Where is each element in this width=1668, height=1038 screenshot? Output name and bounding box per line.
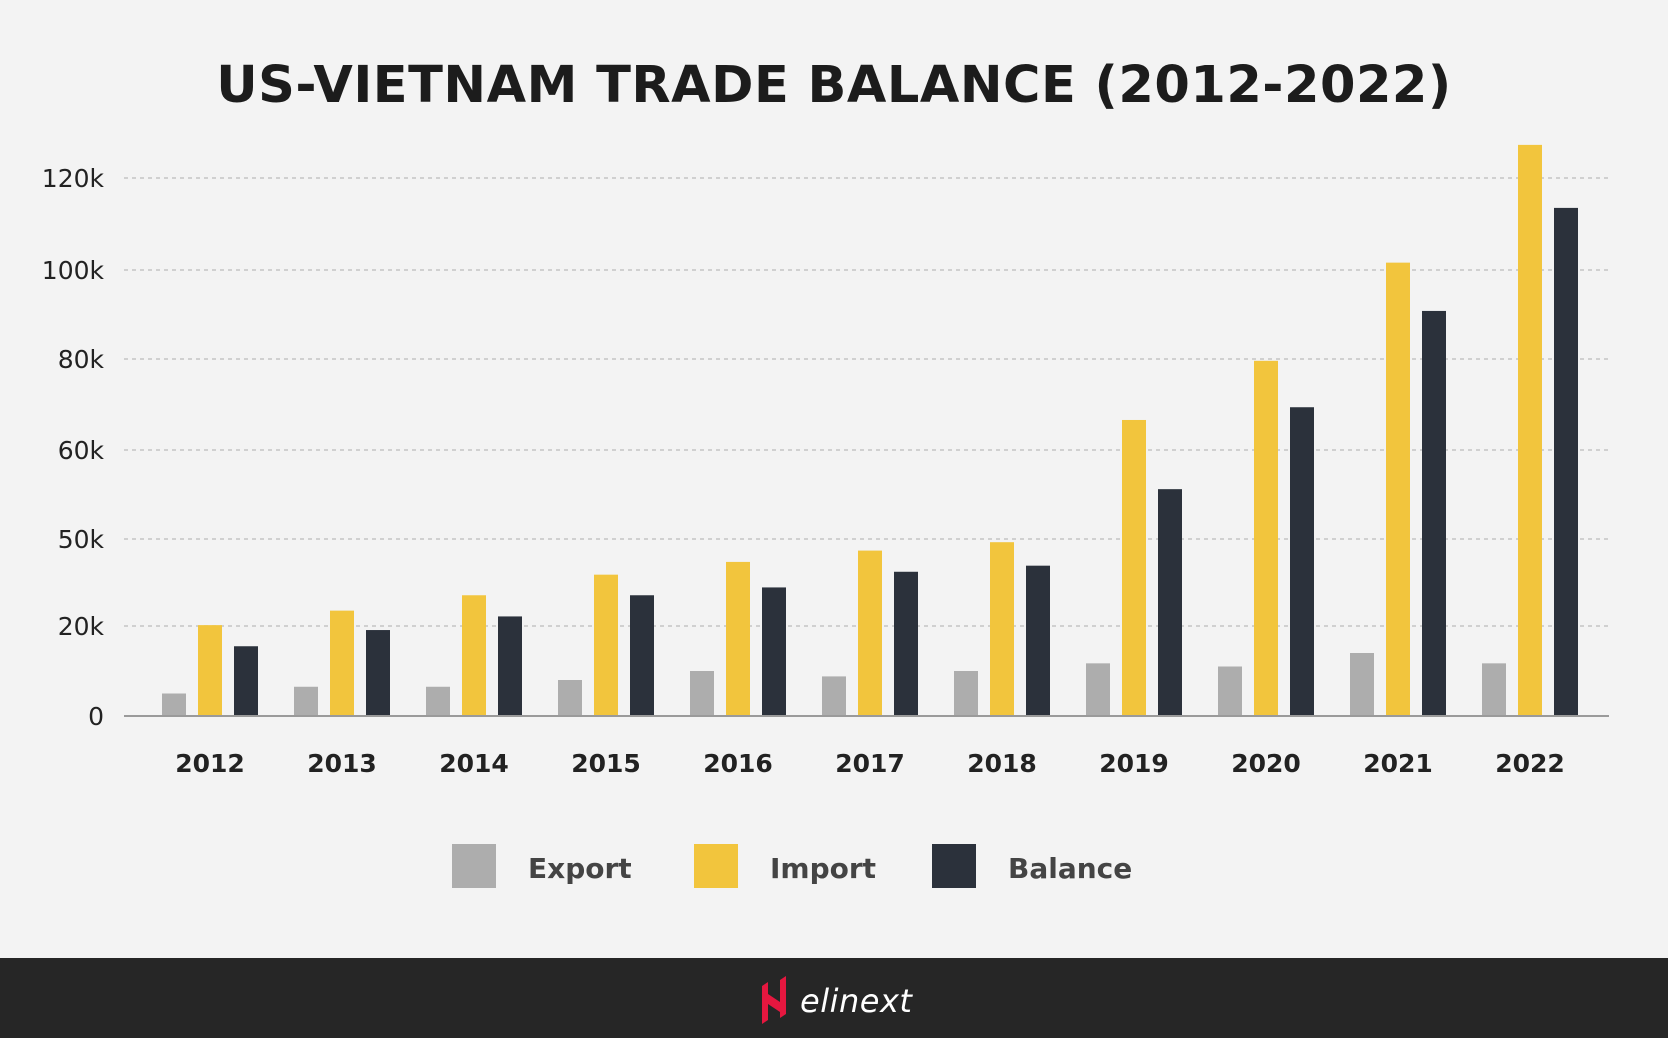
bar-export-2017 (822, 676, 846, 716)
bar-balance-2022 (1554, 207, 1578, 716)
x-tick-label: 2020 (1231, 749, 1301, 778)
x-tick-label: 2013 (307, 749, 377, 778)
bar-export-2021 (1350, 653, 1374, 716)
legend: Export Import Balance (0, 844, 1668, 888)
bar-balance-2021 (1422, 310, 1446, 716)
bar-import-2019 (1122, 419, 1146, 716)
bar-export-2015 (558, 680, 582, 716)
chart-title: US-VIETNAM TRADE BALANCE (2012-2022) (216, 56, 1452, 115)
x-tick-label: 2014 (439, 749, 509, 778)
bar-export-2014 (426, 686, 450, 716)
y-tick-label: 120k (42, 164, 105, 193)
bar-export-2019 (1086, 663, 1110, 716)
x-tick-label: 2022 (1495, 749, 1565, 778)
x-tick-label: 2016 (703, 749, 773, 778)
x-tick-label: 2012 (175, 749, 245, 778)
bar-balance-2012 (234, 646, 258, 716)
bars (162, 144, 1578, 716)
bar-balance-2013 (366, 630, 390, 716)
x-tick-label: 2019 (1099, 749, 1169, 778)
x-tick-label: 2015 (571, 749, 641, 778)
bar-import-2018 (990, 542, 1014, 716)
bar-balance-2017 (894, 571, 918, 716)
legend-swatch-export (452, 844, 496, 888)
y-axis-ticks: 0 20k 50k 60k 80k 100k 120k (42, 164, 105, 731)
bar-balance-2016 (762, 587, 786, 716)
bar-balance-2020 (1290, 407, 1314, 716)
bar-import-2013 (330, 610, 354, 716)
bar-balance-2015 (630, 595, 654, 716)
bar-export-2022 (1482, 663, 1506, 716)
elinext-logo-mark-icon (762, 976, 786, 1024)
legend-label-balance: Balance (1008, 852, 1133, 885)
y-tick-label: 80k (58, 345, 105, 374)
y-tick-label: 20k (58, 612, 105, 641)
bar-import-2016 (726, 561, 750, 716)
legend-swatch-import (694, 844, 738, 888)
y-tick-label: 0 (88, 702, 104, 731)
y-tick-label: 50k (58, 525, 105, 554)
logo-text: elinext (800, 982, 913, 1020)
legend-label-import: Import (770, 852, 877, 885)
bar-import-2012 (198, 625, 222, 716)
bar-import-2022 (1518, 144, 1542, 716)
bar-balance-2018 (1026, 565, 1050, 716)
bar-export-2013 (294, 686, 318, 716)
bar-export-2020 (1218, 666, 1242, 716)
bar-import-2020 (1254, 360, 1278, 716)
elinext-logo: elinext (758, 976, 918, 1024)
bar-import-2021 (1386, 262, 1410, 716)
x-tick-label: 2021 (1363, 749, 1433, 778)
bar-export-2018 (954, 671, 978, 716)
y-tick-label: 60k (58, 436, 105, 465)
x-axis-ticks: 2012 2013 2014 2015 2016 2017 2018 2019 2020 2021… (175, 749, 1565, 778)
bar-import-2017 (858, 550, 882, 716)
y-tick-label: 100k (42, 256, 105, 285)
legend-swatch-balance (932, 844, 976, 888)
bar-balance-2014 (498, 616, 522, 716)
bar-import-2014 (462, 595, 486, 716)
legend-label-export: Export (528, 852, 632, 885)
footer: elinext (0, 958, 1668, 1038)
bar-export-2016 (690, 671, 714, 716)
bar-export-2012 (162, 693, 186, 716)
x-tick-label: 2017 (835, 749, 905, 778)
bar-import-2015 (594, 574, 618, 716)
bar-balance-2019 (1158, 489, 1182, 716)
x-tick-label: 2018 (967, 749, 1037, 778)
